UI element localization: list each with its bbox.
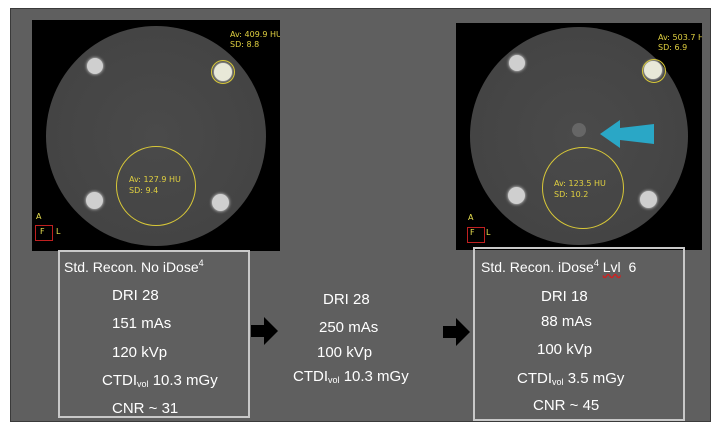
right-box-cnr: CNR ~ 45 (533, 397, 600, 414)
roi-small-sd: SD: 6.9 (658, 43, 688, 52)
right-arrow-icon (443, 318, 470, 346)
rod (87, 58, 103, 74)
ct-image-left: Av: 409.9 HU SD: 8.8 Av: 127.9 HU SD: 9.… (32, 20, 280, 251)
left-box-ctdi: CTDIvol 10.3 mGy (102, 372, 218, 389)
right-box-dri: DRI 18 (541, 288, 588, 305)
orient-box (467, 227, 485, 243)
right-box-kvp: 100 kVp (537, 341, 593, 358)
roi-large-sd: SD: 9.4 (129, 186, 159, 195)
left-box-kvp: 120 kVp (112, 344, 168, 361)
orient-l: L (56, 227, 61, 236)
rod (640, 191, 657, 208)
roi-large-av: Av: 127.9 HU (129, 175, 181, 184)
lesion (572, 123, 586, 137)
right-info-box: Std. Recon. iDose4 Lvl 6 DRI 18 88 mAs 1… (473, 247, 685, 421)
rod (508, 187, 525, 204)
roi-small (211, 60, 235, 84)
roi-small (642, 59, 666, 83)
middle-mas: 250 mAs (319, 319, 379, 336)
left-box-title: Std. Recon. No iDose4 (64, 258, 204, 275)
slide: Av: 409.9 HU SD: 8.8 Av: 127.9 HU SD: 9.… (10, 8, 711, 422)
orient-f: F (470, 228, 475, 237)
orient-l: L (486, 228, 491, 237)
rod (212, 194, 229, 211)
rod (509, 55, 525, 71)
roi-large (542, 147, 624, 229)
roi-large-av: Av: 123.5 HU (554, 179, 606, 188)
roi-small-av: Av: 503.7 HU (658, 33, 702, 42)
left-box-dri: DRI 28 (112, 287, 159, 304)
middle-dri: DRI 28 (323, 291, 370, 308)
left-info-box: Std. Recon. No iDose4 DRI 28 151 mAs 120… (58, 250, 250, 418)
right-box-title: Std. Recon. iDose4 Lvl 6 (481, 258, 637, 275)
roi-large-sd: SD: 10.2 (554, 190, 589, 199)
orient-a: A (36, 212, 42, 221)
middle-ctdi: CTDIvol 10.3 mGy (293, 368, 409, 385)
teal-arrow-icon (600, 120, 654, 148)
right-box-mas: 88 mAs (541, 313, 592, 330)
ct-image-right: Av: 503.7 HU SD: 6.9 Av: 123.5 HU SD: 10… (456, 23, 702, 250)
roi-large (116, 146, 196, 226)
roi-small-sd: SD: 8.8 (230, 40, 260, 49)
middle-kvp: 100 kVp (317, 344, 373, 361)
left-box-mas: 151 mAs (112, 315, 172, 332)
right-box-ctdi: CTDIvol 3.5 mGy (517, 370, 625, 387)
roi-small-av: Av: 409.9 HU (230, 30, 280, 39)
left-box-cnr: CNR ~ 31 (112, 400, 179, 417)
orient-f: F (40, 227, 45, 236)
right-arrow-icon (251, 317, 278, 345)
rod (86, 192, 103, 209)
orient-box (35, 225, 53, 241)
orient-a: A (468, 213, 474, 222)
